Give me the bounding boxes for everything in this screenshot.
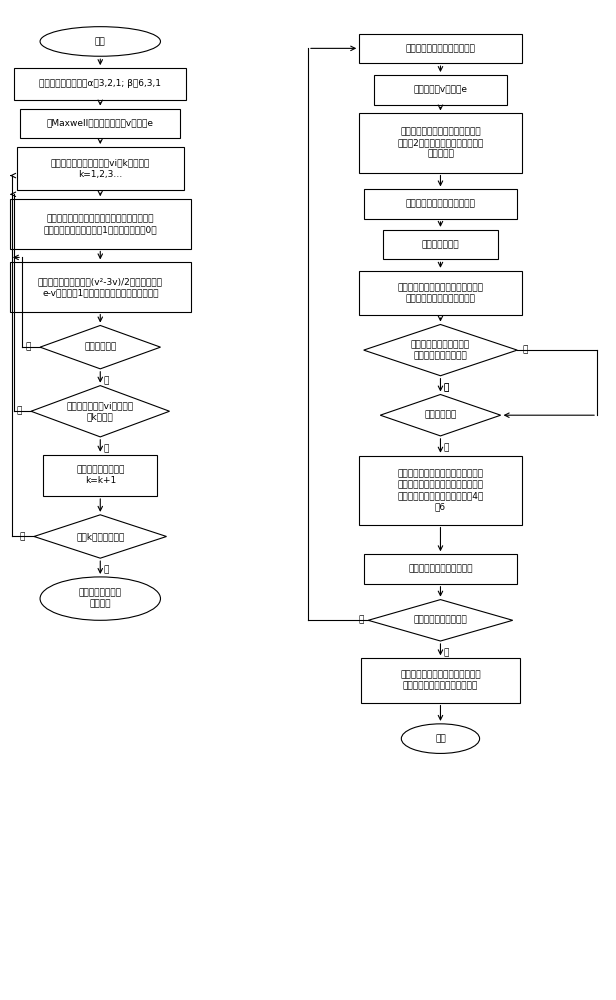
Bar (359, 456, 522, 525)
Text: 选择维数和自由度数α＝3,2,1; β＝6,3,1: 选择维数和自由度数α＝3,2,1; β＝6,3,1 (39, 79, 161, 88)
Text: 不同度的顶点数vi是否满足
第k次组合: 不同度的顶点数vi是否满足 第k次组合 (67, 401, 134, 421)
Polygon shape (31, 386, 169, 437)
Text: 判定是否同构: 判定是否同构 (424, 411, 456, 420)
Text: 对照相应的折叠态静定桁架图谱，在
展开态静定桁架图谱中插入二度点，
对应加权邻接矩阵元素的值变为4或
者6: 对照相应的折叠态静定桁架图谱，在 展开态静定桁架图谱中插入二度点， 对应加权邻接… (397, 469, 484, 511)
Polygon shape (40, 325, 161, 369)
Text: 否: 否 (17, 407, 22, 416)
Text: 计算可折叠杆数: 计算可折叠杆数 (421, 240, 460, 249)
Bar (20, 109, 180, 138)
Text: 根据折叠态、维数及顶点数求解满足
要求的折叠态的静定桁架图谱: 根据折叠态、维数及顶点数求解满足 要求的折叠态的静定桁架图谱 (397, 283, 484, 303)
Ellipse shape (40, 577, 161, 620)
Ellipse shape (402, 724, 480, 753)
Text: 是否k种组合都做了: 是否k种组合都做了 (76, 532, 124, 541)
Text: 是: 是 (103, 444, 109, 453)
Text: 将展开态静定桁架图谱按照划分规
则划入2个平面，将邻接矩阵改为加
权邻接矩阵: 将展开态静定桁架图谱按照划分规 则划入2个平面，将邻接矩阵改为加 权邻接矩阵 (397, 127, 484, 159)
Text: 选择顶点数v，边数e: 选择顶点数v，边数e (413, 85, 468, 94)
Text: 计算并列写不同度顶点数vi的k种组合，
k=1,2,3…: 计算并列写不同度顶点数vi的k种组合， k=1,2,3… (51, 159, 150, 179)
Text: 否: 否 (20, 532, 25, 541)
Text: 开始: 开始 (95, 37, 106, 46)
Polygon shape (34, 515, 166, 558)
Text: 选择一个展开态静定桁架图谱: 选择一个展开态静定桁架图谱 (405, 44, 476, 53)
Polygon shape (363, 324, 517, 376)
Text: 否: 否 (522, 346, 527, 355)
Text: 是: 是 (444, 383, 449, 392)
Text: 否: 否 (444, 443, 449, 452)
Text: 判断折叠态静定桁架图谱
中是否存在封闭三角形: 判断折叠态静定桁架图谱 中是否存在封闭三角形 (411, 340, 470, 360)
Bar (363, 554, 517, 584)
Text: 是: 是 (103, 566, 109, 575)
Text: 否: 否 (26, 343, 31, 352)
Text: 选择下一个展开态静定桁架图谱进
行分析，直到所有图谱分析完成: 选择下一个展开态静定桁架图谱进 行分析，直到所有图谱分析完成 (400, 670, 480, 691)
Text: 将顶点排列成一个多边形，首尾顺次相连，并
在邻接矩阵中相应位置写1。在对角线上写0。: 将顶点排列成一个多边形，首尾顺次相连，并 在邻接矩阵中相应位置写1。在对角线上写… (44, 214, 157, 234)
Text: 结束: 结束 (435, 734, 446, 743)
Bar (359, 34, 522, 63)
Text: 否: 否 (358, 616, 363, 625)
Polygon shape (380, 394, 501, 436)
Bar (43, 455, 158, 496)
Text: 根据矩阵画出图谱
结束算法: 根据矩阵画出图谱 结束算法 (79, 589, 122, 609)
Bar (10, 199, 190, 249)
Polygon shape (368, 600, 513, 641)
Text: 保留邻接矩阵，并令
k=k+1: 保留邻接矩阵，并令 k=k+1 (76, 465, 124, 485)
Bar (17, 147, 184, 190)
Bar (383, 230, 498, 259)
Text: 是: 是 (444, 648, 449, 657)
Text: 在邻接矩阵上三角形的(v²-3v)/2个位置上选择
e-v个位置写1。并根据对称性完成邻接矩阵。: 在邻接矩阵上三角形的(v²-3v)/2个位置上选择 e-v个位置写1。并根据对称… (38, 277, 163, 297)
Bar (359, 113, 522, 173)
Text: 选择折叠态的维数和自由度数: 选择折叠态的维数和自由度数 (405, 200, 476, 209)
Bar (10, 262, 190, 312)
Bar (363, 189, 517, 219)
Ellipse shape (40, 27, 161, 56)
Bar (359, 271, 522, 315)
Text: 以上步骤是否全部完成: 以上步骤是否全部完成 (413, 616, 468, 625)
Text: 否: 否 (444, 383, 449, 392)
Text: 用Maxwell公式确定顶点数v、边数e: 用Maxwell公式确定顶点数v、边数e (47, 119, 154, 128)
Text: 是: 是 (103, 376, 109, 385)
Bar (375, 75, 507, 105)
Bar (14, 68, 186, 100)
Text: 是否满足性质: 是否满足性质 (84, 343, 116, 352)
Bar (361, 658, 521, 703)
Text: 接受加权邻接矩阵及其图谱: 接受加权邻接矩阵及其图谱 (408, 565, 472, 574)
